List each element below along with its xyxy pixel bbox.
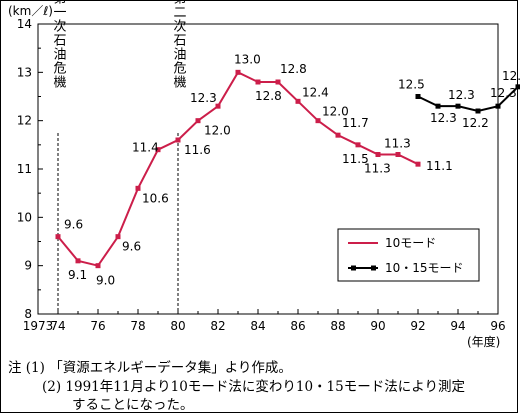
x-tick-label: 96 [490,319,505,333]
data-point [175,137,181,143]
y-axis-label: (km／ℓ) [8,4,53,18]
data-label: 12.3 [448,88,475,102]
series-line [417,86,519,113]
y-tick-label: 8 [24,307,32,321]
y-tick-label: 11 [17,162,32,176]
data-label: 13.0 [234,52,261,66]
y-tick-label: 13 [17,65,32,79]
data-label: 12.3 [190,91,217,105]
data-label: 12.4 [302,85,329,99]
legend-label: 10・15モード [385,261,464,275]
y-tick-label: 10 [17,210,32,224]
y-tick-label: 14 [17,17,32,31]
data-point [195,118,201,124]
data-point [275,79,281,85]
legend: 10モード 10・15モード [337,228,480,282]
data-label: 11.1 [426,159,453,173]
x-tick-label: 74 [50,319,65,333]
data-label: 12.0 [204,124,231,138]
data-point [335,132,341,138]
data-point [395,152,401,157]
data-label: 9.6 [64,218,83,232]
data-point [115,234,121,240]
x-tick-label: 86 [290,319,305,333]
data-point [375,152,381,157]
data-label: 12.2 [462,116,489,130]
legend-box [337,228,480,282]
y-tick-label: 9 [24,259,32,273]
x-tick-label: 84 [250,319,265,333]
data-label: 12.3 [430,111,457,125]
data-point [55,234,61,240]
data-label: 12.8 [280,62,307,76]
x-tick-label: 82 [210,319,225,333]
data-label: 11.3 [364,162,391,176]
data-point [255,79,261,85]
data-point [495,103,501,109]
note-1: 注 (1) 「資源エネルギーデータ集」より作成。 [8,360,292,376]
data-point [155,147,161,153]
data-label: 12.5 [398,78,425,92]
y-tick-label: 12 [17,114,32,128]
data-label: 11.3 [384,137,411,151]
data-point [455,103,461,109]
data-point [75,258,81,264]
note-2: (2) 1991年11月より10モード法に変わり10・15モード法により測定 [42,379,465,395]
data-label: 12.3 [490,86,517,100]
data-label: 11.6 [184,143,211,157]
x-tick-label: 80 [170,319,185,333]
data-point [435,103,441,109]
x-tick-label: 92 [410,319,425,333]
data-label: 11.5 [342,152,369,166]
x-tick-label: 78 [130,319,145,333]
data-point [515,84,520,90]
data-point [95,263,101,269]
data-point [355,142,361,148]
oil-crisis-label: 第一次石油危機 [51,0,67,89]
data-point [295,98,301,104]
data-label: 9.6 [122,240,141,254]
data-point [475,108,481,114]
data-point [215,103,221,109]
data-point [415,161,421,167]
data-label: 12.8 [255,89,282,103]
data-point [415,94,421,99]
note-3: することになった。 [72,397,194,413]
data-label: 12.0 [322,105,349,119]
x-tick-label: 94 [450,319,465,333]
x-tick-label: 90 [370,319,385,333]
data-label: 9.1 [68,268,87,282]
data-label: 10.6 [142,191,169,205]
oil-crisis-label: 第二次石油危機 [171,0,187,89]
data-label: 9.0 [96,274,115,288]
data-point [315,118,321,124]
x-tick-label: 1973 [23,319,54,333]
legend-swatch-marker [351,265,356,271]
data-point [235,69,241,75]
data-label: 12.7 [502,69,520,83]
x-tick-label: 88 [330,319,345,333]
x-axis-label: (年度) [467,334,500,349]
legend-swatch-marker [371,265,376,271]
data-point [135,185,141,191]
x-tick-label: 76 [90,319,105,333]
legend-label: 10モード [385,236,436,250]
data-label: 11.7 [342,116,369,130]
data-label: 11.4 [132,141,159,155]
